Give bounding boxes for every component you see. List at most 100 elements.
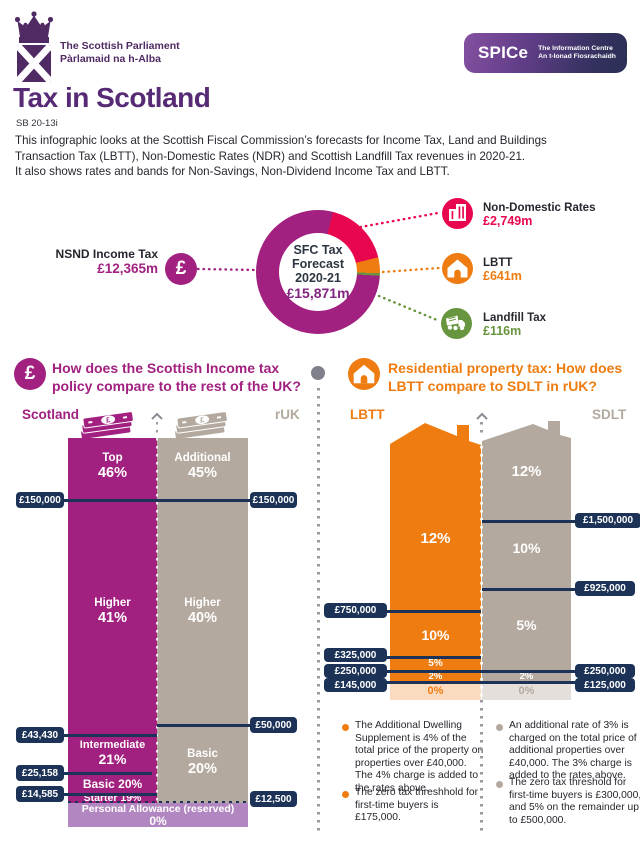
threshold-line-145000-125000 — [326, 681, 576, 684]
ndr-legend-item: Non-Domestic Rates £2,749m — [483, 202, 595, 228]
threshold-pill: £150,000 — [250, 492, 297, 508]
pound-circle-badge: £ — [165, 253, 197, 285]
sdlt-rate-5: 5% — [516, 617, 537, 633]
donut-hole — [279, 233, 357, 311]
property-column-divider — [480, 438, 483, 700]
landfill-legend-item: Landfill Tax £116m — [483, 312, 546, 338]
threshold-pill: £325,000 — [324, 648, 387, 662]
scotland-top-label: Top — [102, 452, 123, 464]
lbtt-rate-10: 10% — [421, 627, 450, 643]
bullet-icon — [496, 781, 503, 788]
ruk-column-header: rUK — [275, 407, 300, 422]
income-column-divider — [155, 438, 158, 801]
threshold-pill: £925,000 — [575, 581, 635, 596]
threshold-line-750000 — [326, 610, 481, 613]
nsnd-value: £12,365m — [97, 261, 158, 276]
threshold-pill: £750,000 — [324, 603, 387, 618]
up-chevron-icon — [476, 412, 488, 420]
house-icon — [353, 364, 375, 384]
threshold-pill: £125,000 — [575, 678, 635, 692]
buildings-icon — [449, 204, 466, 221]
threshold-line-14585 — [63, 793, 157, 796]
spice-name: SPICe — [478, 43, 529, 62]
sdlt-zero-band — [482, 682, 571, 700]
money-stack-icon-purple: £ — [80, 411, 134, 440]
bullet-icon — [496, 724, 503, 731]
donut-center-line2: Forecast — [291, 257, 345, 271]
sdlt-note-ftb: The zero tax threshold for first-time bu… — [509, 777, 640, 826]
scotland-top-rate: 46% — [97, 465, 128, 481]
ndr-value: £2,749m — [483, 214, 533, 228]
ruk-tax-column — [157, 438, 248, 803]
threshold-pill: £145,000 — [324, 678, 387, 692]
threshold-line-325000 — [326, 656, 481, 659]
sdlt-column-header: SDLT — [592, 407, 627, 422]
spice-badge: SPICe The Information Centre An t-Ionad … — [464, 33, 627, 73]
ruk-basic-rate: 20% — [187, 761, 218, 777]
donut-center-line3: 2020-21 — [295, 271, 341, 285]
svg-text:£: £ — [105, 415, 111, 425]
threshold-line-1500000 — [482, 520, 576, 523]
spice-subtitle: The Information Centre An t-Ionad Fiosra… — [538, 45, 616, 62]
section-divider-dot — [311, 366, 325, 380]
page-title: Tax in Scotland — [13, 82, 211, 113]
property-section-title: Residential property tax: How does LBTT … — [388, 360, 623, 394]
lbtt-rate-5: 5% — [428, 658, 443, 669]
threshold-pill: £12,500 — [250, 791, 297, 807]
threshold-line-43430 — [63, 734, 157, 737]
donut-center-line1: SFC Tax — [293, 243, 343, 257]
lbtt-rates-column — [390, 458, 481, 682]
lbtt-zero-band — [390, 682, 481, 700]
truck-icon — [446, 315, 465, 331]
ndr-name: Non-Domestic Rates — [483, 202, 596, 214]
sdlt-house-shape — [482, 421, 571, 462]
logo-line-en: The Scottish Parliament — [60, 40, 180, 52]
bullet-icon — [342, 724, 349, 731]
sdlt-rate-10: 10% — [512, 540, 541, 556]
scotland-higher-label: Higher — [94, 597, 131, 609]
threshold-line-25158 — [63, 772, 152, 775]
sfc-forecast-donut-chart: SFC Tax Forecast 2020-21 £15,871m — [256, 210, 380, 334]
logo-line-gd: Pàrlamaid na h-Alba — [60, 53, 161, 65]
property-section-badge — [348, 358, 380, 390]
donut-center-text: SFC Tax Forecast 2020-21 £15,871m — [256, 210, 380, 334]
lbtt-note-ads: The Additional Dwelling Supplement is 4%… — [355, 720, 484, 794]
personal-allowance-threshold-line — [68, 801, 248, 803]
personal-allowance-label: Personal Allowance (reserved) — [81, 802, 235, 815]
scotland-basic-label: Basic 20% — [82, 777, 143, 791]
pound-icon: £ — [175, 258, 187, 279]
section-divider-line — [317, 388, 320, 832]
donut-center-total: £15,871m — [286, 285, 350, 301]
landfill-value: £116m — [483, 324, 522, 338]
scottish-parliament-emblem — [14, 11, 54, 82]
income-section-badge: £ — [14, 358, 46, 390]
threshold-line-150000 — [63, 499, 254, 502]
scotland-intermediate-rate: 21% — [98, 751, 127, 767]
lbtt-value: £641m — [483, 269, 522, 283]
sdlt-note-additional: An additional rate of 3% is charged on t… — [509, 720, 637, 782]
threshold-line-50000 — [157, 724, 254, 727]
ruk-basic-label: Basic — [187, 748, 218, 760]
ruk-higher-rate: 40% — [187, 610, 218, 626]
property-divider-bottom — [480, 700, 483, 832]
scotland-intermediate-label: Intermediate — [79, 739, 146, 751]
landfill-circle-badge — [441, 308, 472, 339]
lbtt-rate-12: 12% — [420, 530, 451, 547]
ndr-circle-badge — [442, 198, 473, 229]
lbtt-column-header: LBTT — [350, 407, 385, 422]
house-icon — [447, 259, 468, 278]
ruk-higher-label: Higher — [184, 597, 221, 609]
property-divider-top — [480, 422, 483, 438]
lbtt-house-shape — [390, 423, 481, 462]
personal-allowance-band: Personal Allowance (reserved) 0% — [68, 803, 248, 827]
parliament-logo-text: The Scottish Parliament Pàrlamaid na h-A… — [60, 40, 180, 66]
threshold-pill: £150,000 — [16, 492, 64, 508]
scotland-column-header: Scotland — [22, 407, 80, 422]
ruk-additional-rate: 45% — [187, 465, 218, 481]
scotland-tax-column — [68, 438, 157, 803]
threshold-pill: £43,430 — [16, 727, 64, 743]
lbtt-note-ftb: The zero tax threshhold for first-time b… — [355, 787, 479, 824]
threshold-pill: £14,585 — [16, 786, 64, 802]
sdlt-rates-column — [482, 458, 571, 682]
